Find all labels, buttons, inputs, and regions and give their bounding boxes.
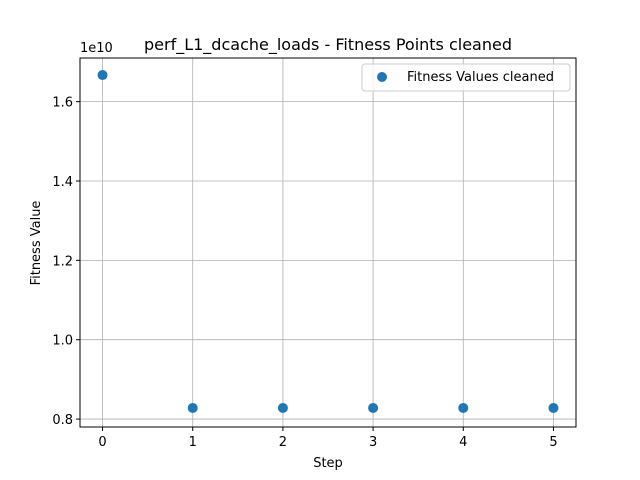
x-tick-label: 2 [279, 435, 287, 450]
y-tick-label: 0.8 [52, 413, 73, 428]
data-point [187, 402, 198, 413]
legend: Fitness Values cleaned [361, 63, 571, 92]
data-point [548, 402, 559, 413]
y-tick-label: 1.6 [52, 96, 73, 111]
y-tick-label: 1.2 [52, 254, 73, 269]
grid-lines [80, 58, 576, 427]
x-tick-label: 1 [189, 435, 197, 450]
data-points [97, 70, 559, 413]
data-point [368, 402, 379, 413]
legend-box [361, 63, 571, 92]
x-tick-label: 0 [98, 435, 106, 450]
legend-marker [377, 72, 387, 82]
chart-labels: perf_L1_dcache_loads - Fitness Points cl… [29, 35, 512, 471]
x-tick-label: 5 [549, 435, 557, 450]
data-point [458, 402, 469, 413]
x-axis-label: Step [313, 456, 343, 471]
y-tick-label: 1.0 [52, 334, 73, 349]
axes: 0 1 2 3 4 5 0.8 1.0 1.2 1.4 1.6 [52, 57, 577, 450]
legend-entry-fitness-values-cleaned: Fitness Values cleaned [407, 70, 554, 85]
plot-frame [79, 57, 577, 428]
y-axis-offset-label: 1e10 [80, 41, 113, 56]
y-tick-label: 1.4 [52, 175, 73, 190]
data-point [277, 402, 288, 413]
y-axis-label: Fitness Value [29, 201, 44, 286]
data-point [97, 70, 108, 81]
x-tick-label: 4 [459, 435, 467, 450]
chart-title: perf_L1_dcache_loads - Fitness Points cl… [144, 35, 512, 55]
x-tick-label: 3 [369, 435, 377, 450]
